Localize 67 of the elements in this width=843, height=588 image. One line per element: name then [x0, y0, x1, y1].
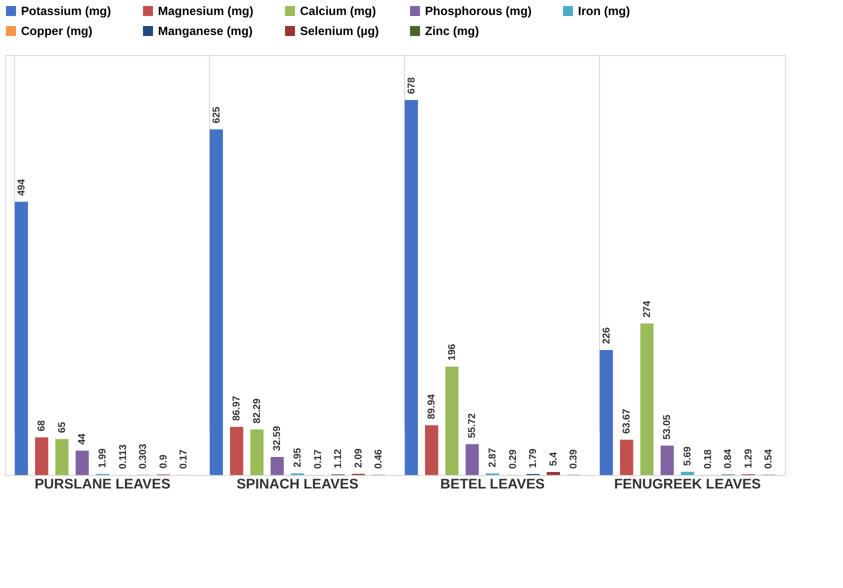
- bar: [600, 350, 613, 475]
- bar: [425, 425, 438, 475]
- data-label: 32.59: [272, 426, 284, 451]
- data-label: 0.54: [764, 448, 775, 469]
- bar: [620, 440, 634, 475]
- legend-label: Selenium (µg): [300, 24, 379, 38]
- x-tick-label: FENUGREEK LEAVES: [614, 476, 761, 492]
- bar: [230, 426, 244, 475]
- data-label: 1.79: [528, 448, 540, 468]
- data-label: 0.17: [178, 449, 190, 469]
- legend-label: Phosphorous (mg): [425, 4, 532, 18]
- legend-label: Magnesium (mg): [158, 4, 254, 18]
- data-label: 0.303: [138, 443, 150, 469]
- x-tick-label: BETEL LEAVES: [440, 476, 545, 492]
- data-label: 1.99: [98, 448, 108, 468]
- data-label: 0.113: [118, 444, 129, 469]
- data-label: 1.29: [743, 448, 754, 468]
- data-label: 44: [77, 433, 88, 445]
- data-label: 82.29: [252, 398, 263, 424]
- bar: [270, 456, 284, 475]
- data-label: 2.95: [292, 447, 304, 468]
- data-label: 226: [601, 326, 612, 344]
- data-label: 274: [642, 300, 653, 318]
- legend-label: Iron (mg): [578, 4, 630, 18]
- data-label: 0.18: [702, 449, 714, 469]
- x-tick-label: PURSLANE LEAVES: [34, 476, 170, 492]
- data-label: 0.39: [568, 448, 580, 469]
- data-label: 1.12: [333, 448, 344, 468]
- bar: [250, 429, 264, 475]
- bar: [546, 472, 560, 475]
- legend-label: Manganese (mg): [158, 24, 253, 38]
- legend-label: Zinc (mg): [425, 24, 479, 38]
- data-label: 68: [36, 420, 48, 432]
- bar: [210, 129, 223, 475]
- legend-label: Calcium (mg): [300, 4, 376, 18]
- data-label: 196: [446, 343, 458, 361]
- x-tick-label: SPINACH LEAVES: [236, 476, 358, 492]
- data-label: 2.87: [488, 448, 498, 468]
- bar: [445, 366, 459, 475]
- data-label: 494: [16, 178, 28, 196]
- bar: [680, 472, 694, 475]
- data-label: 625: [211, 106, 222, 124]
- data-label: 0.46: [374, 448, 385, 469]
- legend-label: Potassium (mg): [21, 4, 112, 18]
- bar: [76, 450, 89, 475]
- bar: [640, 323, 654, 475]
- data-label: 0.9: [158, 454, 170, 468]
- bar: [466, 444, 479, 475]
- data-label: 55.72: [467, 412, 478, 438]
- bar: [404, 100, 418, 475]
- data-label: 5.4: [548, 452, 560, 466]
- data-label: 2.09: [353, 448, 364, 468]
- data-label: 53.05: [662, 414, 674, 440]
- bar: [55, 439, 69, 475]
- data-label: 678: [406, 76, 418, 94]
- bar: [35, 437, 48, 475]
- bar: [660, 446, 674, 475]
- data-label: 5.69: [682, 446, 694, 466]
- data-label: 65: [56, 421, 68, 434]
- data-label: 86.97: [232, 395, 243, 421]
- data-label: 0.29: [508, 448, 519, 469]
- bar: [14, 202, 28, 475]
- data-label: 0.17: [312, 449, 324, 469]
- data-label: 89.94: [426, 394, 438, 420]
- legend-label: Copper (mg): [21, 24, 92, 38]
- data-label: 63.67: [622, 408, 633, 434]
- data-label: 0.84: [723, 448, 734, 469]
